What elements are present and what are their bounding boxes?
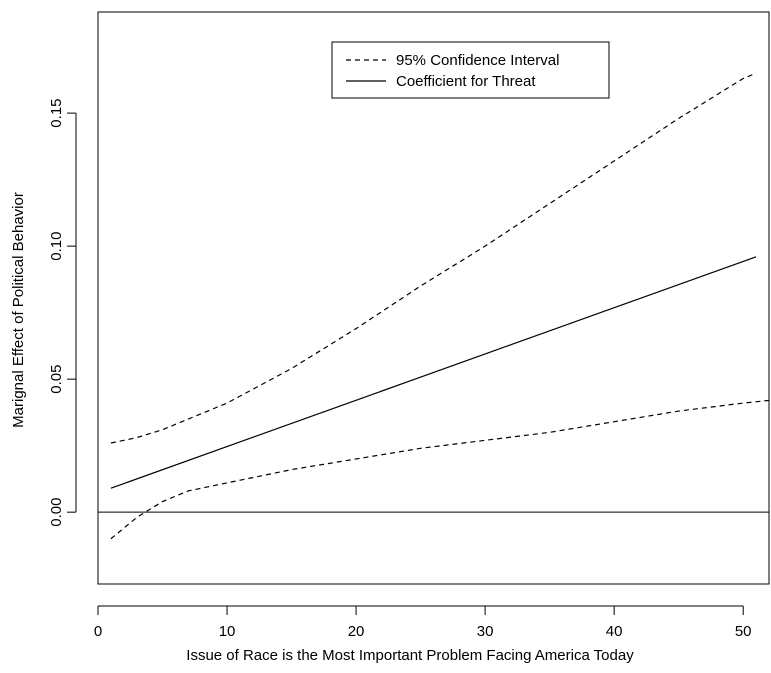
x-tick-label: 30 — [477, 623, 494, 640]
axes-layer: 0 10 20 30 40 50 0.00 0.05 0.10 0.15 — [48, 98, 769, 640]
legend-box — [331, 41, 610, 99]
confidence-interval-line — [110, 72, 757, 444]
legend-label: 95% Confidence Interval — [396, 52, 559, 69]
x-tick-label: 0 — [94, 623, 102, 640]
legend: 95% Confidence Interval Coefficient for T… — [331, 41, 610, 99]
y-tick-label: 0.05 — [48, 365, 65, 394]
y-axis-label: Marignal Effect of Political Behavior — [10, 192, 27, 428]
x-tick-label: 50 — [735, 623, 752, 640]
y-tick-label: 0.00 — [48, 498, 65, 527]
coefficient-line — [110, 256, 757, 489]
x-tick-label: 40 — [606, 623, 623, 640]
series-layer — [110, 72, 770, 540]
y-tick-label: 0.15 — [48, 98, 65, 127]
x-tick-label: 10 — [219, 623, 236, 640]
y-tick-label: 0.10 — [48, 232, 65, 261]
confidence-interval-line — [110, 399, 770, 540]
legend-label: Coefficient for Threat — [396, 73, 536, 90]
plot-area-border — [97, 11, 770, 585]
x-axis-label: Issue of Race is the Most Important Prob… — [186, 647, 634, 664]
x-tick-label: 20 — [348, 623, 365, 640]
